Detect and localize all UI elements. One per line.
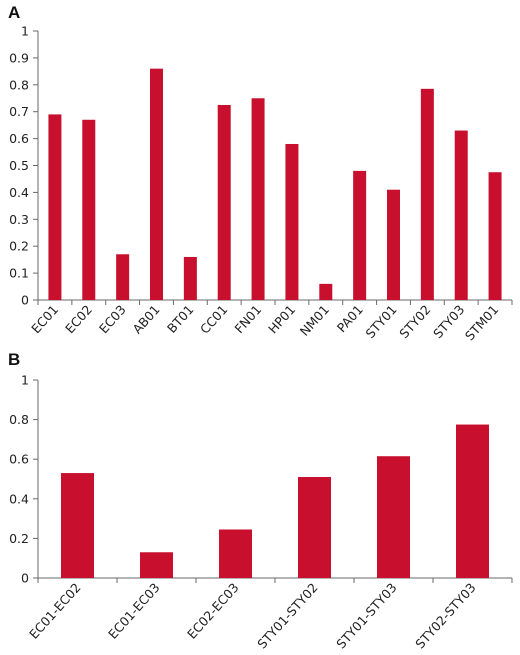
x-tick-label: NM01 bbox=[297, 302, 332, 339]
x-tick-label: EC02 bbox=[62, 302, 95, 336]
x-tick-label: EC01 bbox=[28, 302, 61, 336]
y-tick-label: 0.2 bbox=[9, 531, 29, 546]
bar-ec02 bbox=[82, 119, 96, 301]
y-tick-label: 0.8 bbox=[9, 77, 29, 92]
y-tick-label: 0.6 bbox=[9, 452, 29, 467]
bar-bt01 bbox=[183, 256, 197, 300]
y-tick-label: 0.4 bbox=[9, 185, 29, 200]
x-tick-label: AB01 bbox=[129, 302, 162, 337]
bar-sty03 bbox=[454, 130, 468, 300]
x-tick-label: FN01 bbox=[231, 302, 264, 336]
x-tick-label: PA01 bbox=[334, 302, 366, 335]
y-tick-label: 0.1 bbox=[9, 266, 29, 281]
x-tick-label: EC03 bbox=[96, 302, 129, 336]
x-tick-label: CC01 bbox=[197, 302, 230, 337]
bar-sty02-sty03 bbox=[456, 424, 489, 578]
x-tick-label: STY01 bbox=[362, 302, 399, 341]
y-tick-label: 0.7 bbox=[9, 104, 29, 119]
panel-label-a: A bbox=[8, 3, 20, 22]
y-tick-label: 0.5 bbox=[9, 158, 29, 173]
chart-panel-a: A 0 0.1 0.2 0.3 0.4 0.5 0.6 0.7 0.8 0.9 1 EC01 EC02 E… bbox=[8, 3, 513, 343]
bar-nm01 bbox=[319, 283, 333, 300]
panel-label-b: B bbox=[8, 350, 20, 369]
bar-ab01 bbox=[150, 68, 163, 300]
bar-cc01 bbox=[217, 104, 231, 300]
x-tick-label: EC01-EC03 bbox=[105, 580, 163, 642]
bar-ec01-ec02 bbox=[61, 473, 94, 578]
bar-sty02 bbox=[420, 88, 434, 301]
x-tick-label: STY01-STY02 bbox=[254, 580, 321, 652]
bar-sty01-sty03 bbox=[377, 456, 410, 578]
y-tick-label: 0.3 bbox=[9, 212, 29, 227]
x-tick-label: STY03 bbox=[430, 302, 467, 341]
y-tick-label: 1 bbox=[21, 373, 29, 388]
bar-sty01-sty02 bbox=[298, 477, 331, 578]
x-tick-label: STY02-STY03 bbox=[412, 580, 479, 652]
y-tick-label: 0.9 bbox=[9, 50, 29, 65]
y-tick-label: 0.4 bbox=[9, 491, 29, 506]
x-tick-label: STY02 bbox=[396, 302, 433, 341]
x-tick-label: STY01-STY03 bbox=[333, 580, 400, 652]
bar-fn01 bbox=[251, 98, 265, 300]
bar-pa01 bbox=[353, 170, 367, 300]
x-tick-label: HP01 bbox=[265, 302, 298, 336]
y-tick-label: 0 bbox=[21, 571, 29, 586]
x-tick-label: EC01-EC02 bbox=[26, 580, 84, 642]
bar-ec03 bbox=[116, 254, 130, 300]
bar-ec02-ec03 bbox=[219, 529, 252, 578]
x-tick-label: BT01 bbox=[164, 302, 197, 336]
bar-stm01 bbox=[488, 172, 502, 300]
bar-ec01-ec03 bbox=[140, 552, 173, 578]
bar-ec01 bbox=[48, 114, 62, 300]
y-tick-label: 0 bbox=[21, 293, 29, 308]
x-tick-label: EC02-EC03 bbox=[184, 580, 242, 642]
y-tick-label: 0.2 bbox=[9, 239, 29, 254]
x-tick-label: STM01 bbox=[462, 302, 501, 343]
y-tick-label: 1 bbox=[21, 24, 29, 39]
y-tick-label: 0.8 bbox=[9, 412, 29, 427]
chart-panel-b: B 0 0.2 0.4 0.6 0.8 1 EC01-EC02 EC01-EC03 EC02-E… bbox=[8, 350, 513, 652]
bar-sty01 bbox=[387, 189, 400, 300]
bar-hp01 bbox=[285, 143, 299, 300]
y-tick-label: 0.6 bbox=[9, 131, 29, 146]
